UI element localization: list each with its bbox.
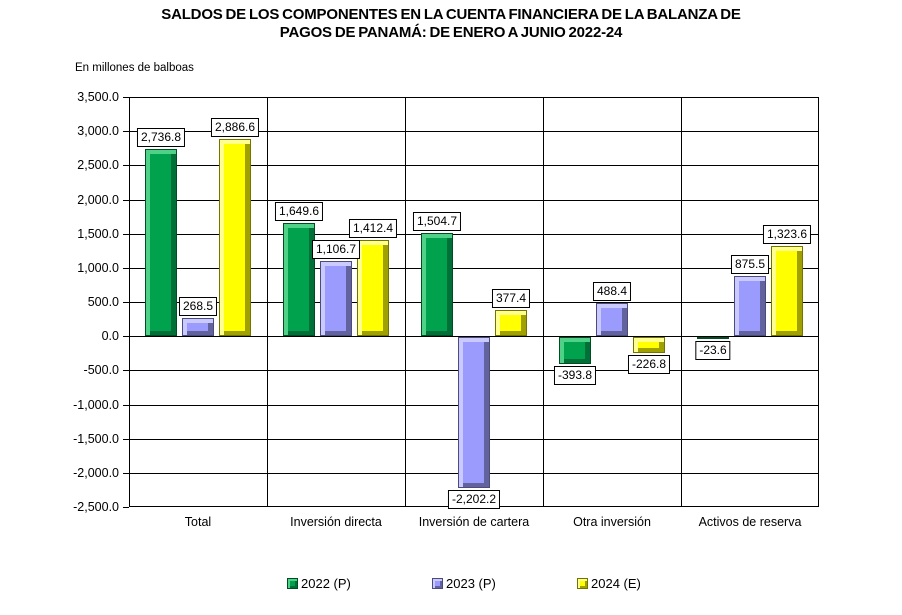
bar	[596, 302, 628, 337]
y-axis-tick	[123, 472, 129, 474]
gridline	[129, 165, 819, 167]
bar	[283, 223, 315, 337]
y-axis-tick	[123, 131, 129, 133]
y-tick-label: 3,000.0	[77, 124, 119, 139]
y-axis-tick	[123, 97, 129, 98]
y-tick-label: -2,000.0	[73, 465, 119, 480]
x-category-label: Total	[184, 515, 212, 529]
bar-value-label: 2,886.6	[210, 117, 260, 137]
legend-color-swatch	[432, 578, 443, 589]
gridline	[129, 302, 819, 303]
y-tick-label: 1,000.0	[77, 260, 119, 275]
y-tick-label: 0.0	[101, 329, 119, 344]
y-tick-label: 2,000.0	[77, 192, 119, 207]
bar-value-label: 1,504.7	[412, 212, 462, 232]
legend-label: 2024 (E)	[591, 576, 641, 591]
bar	[219, 138, 251, 337]
category-separator	[405, 97, 406, 507]
bar	[357, 239, 389, 337]
bar	[182, 317, 214, 337]
bar-value-label: 1,323.6	[762, 224, 812, 244]
bar-value-label: 1,106.7	[311, 239, 361, 259]
bar	[320, 260, 352, 337]
y-tick-label: -500.0	[83, 363, 119, 378]
legend-item: 2023 (P)	[432, 576, 496, 591]
bar-value-label: -2,202.2	[447, 489, 501, 509]
y-axis-tick	[123, 370, 129, 372]
gridline	[129, 199, 819, 201]
chart-title-line2: PAGOS DE PANAMÁ: DE ENERO A JUNIO 2022-2…	[279, 23, 623, 41]
y-axis-tick	[123, 267, 129, 269]
y-axis-tick	[123, 199, 129, 201]
y-axis-tick	[123, 404, 129, 406]
y-axis-tick	[123, 233, 129, 235]
y-tick-label: -1,000.0	[73, 397, 119, 412]
y-tick-label: -1,500.0	[73, 431, 119, 446]
x-category-label: Inversión de cartera	[418, 515, 530, 529]
y-tick-label: 500.0	[87, 295, 119, 309]
gridline	[129, 267, 819, 269]
x-category-label: Activos de reserva	[698, 515, 802, 529]
bar-value-label: -23.6	[695, 340, 731, 360]
legend-label: 2022 (P)	[301, 576, 351, 591]
x-category-label: Otra inversión	[573, 515, 651, 529]
category-separator	[681, 97, 682, 507]
category-separator	[267, 97, 268, 507]
gridline	[129, 131, 819, 133]
bar	[421, 233, 453, 337]
chart-title-line1: SALDOS DE LOS COMPONENTES EN LA CUENTA F…	[161, 6, 741, 23]
bar-value-label: -226.8	[627, 354, 671, 374]
bar	[458, 337, 490, 488]
bar-value-label: 377.4	[491, 289, 531, 309]
y-axis-tick	[123, 165, 129, 167]
legend-color-swatch	[287, 578, 298, 589]
chart-title: SALDOS DE LOS COMPONENTES EN LA CUENTA F…	[0, 6, 902, 41]
bar	[771, 245, 803, 337]
gridline	[129, 336, 819, 338]
bar	[633, 337, 665, 353]
y-axis-tick	[123, 336, 129, 338]
gridline	[129, 233, 819, 235]
x-category-label: Inversión directa	[290, 515, 382, 529]
legend-item: 2024 (E)	[577, 576, 641, 591]
bar-value-label: 2,736.8	[136, 128, 186, 148]
legend-color-swatch	[577, 578, 588, 589]
y-tick-label: -2,500.0	[73, 500, 119, 514]
y-tick-label: 1,500.0	[77, 226, 119, 241]
bar	[145, 149, 177, 337]
y-tick-label: 3,500.0	[77, 90, 119, 104]
y-axis-tick	[123, 507, 129, 508]
y-axis-tick	[123, 302, 129, 303]
bar-value-label: 268.5	[178, 296, 218, 316]
bar	[734, 276, 766, 337]
bar-value-label: 1,649.6	[274, 202, 324, 222]
bar-value-label: -393.8	[553, 366, 597, 386]
bar	[559, 337, 591, 365]
bar-value-label: 1,412.4	[348, 218, 398, 238]
bar-value-label: 875.5	[730, 255, 770, 275]
legend-label: 2023 (P)	[446, 576, 496, 591]
bar	[495, 310, 527, 337]
legend-item: 2022 (P)	[287, 576, 351, 591]
bar-value-label: 488.4	[592, 281, 632, 301]
y-axis-tick	[123, 438, 129, 440]
units-label: En millones de balboas	[75, 62, 194, 74]
y-tick-label: 2,500.0	[77, 158, 119, 173]
bar	[697, 337, 729, 340]
category-separator	[543, 97, 544, 507]
